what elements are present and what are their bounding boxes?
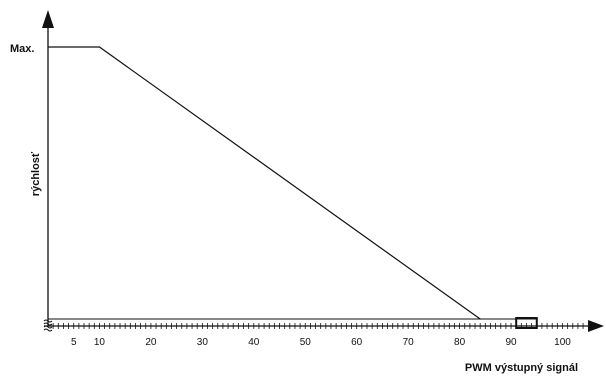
x-tick-label-0: 5 xyxy=(71,337,77,348)
y-max-label: Max. xyxy=(10,43,34,55)
series-point-0-0 xyxy=(47,46,49,48)
axes xyxy=(42,10,604,332)
x-tick-label-1: 10 xyxy=(94,337,106,348)
axis-break-mark-1 xyxy=(43,322,53,326)
x-axis-label: PWM výstupný signál xyxy=(465,362,578,374)
x-tick-label-4: 40 xyxy=(248,337,260,348)
y-axis-label: rýchlosť xyxy=(30,151,42,196)
axis-break-mark-2 xyxy=(43,325,53,329)
x-tick-label-6: 60 xyxy=(351,337,363,348)
x-range-box xyxy=(515,317,538,329)
series-line-0 xyxy=(48,46,481,320)
axis-break-mark-0 xyxy=(43,319,53,323)
x-tick-label-10: 100 xyxy=(554,337,571,348)
y-axis-arrow xyxy=(42,10,54,28)
series-group xyxy=(47,46,538,329)
axis-break-mark-3 xyxy=(43,328,53,332)
x-ticks: 5 10 20 30 40 50 60 70 80 90 100 xyxy=(52,323,584,348)
x-tick-label-9: 90 xyxy=(505,337,517,348)
labels-group: Max. rýchlosť PWM výstupný signál xyxy=(10,43,578,374)
x-axis-arrow xyxy=(588,320,604,332)
x-tick-label-8: 80 xyxy=(454,337,466,348)
x-tick-label-3: 30 xyxy=(197,337,209,348)
x-tick-label-2: 20 xyxy=(145,337,157,348)
series-point-0-2 xyxy=(479,318,481,320)
x-tick-label-5: 50 xyxy=(300,337,312,348)
x-tick-label-7: 70 xyxy=(403,337,415,348)
series-point-0-1 xyxy=(98,46,101,48)
